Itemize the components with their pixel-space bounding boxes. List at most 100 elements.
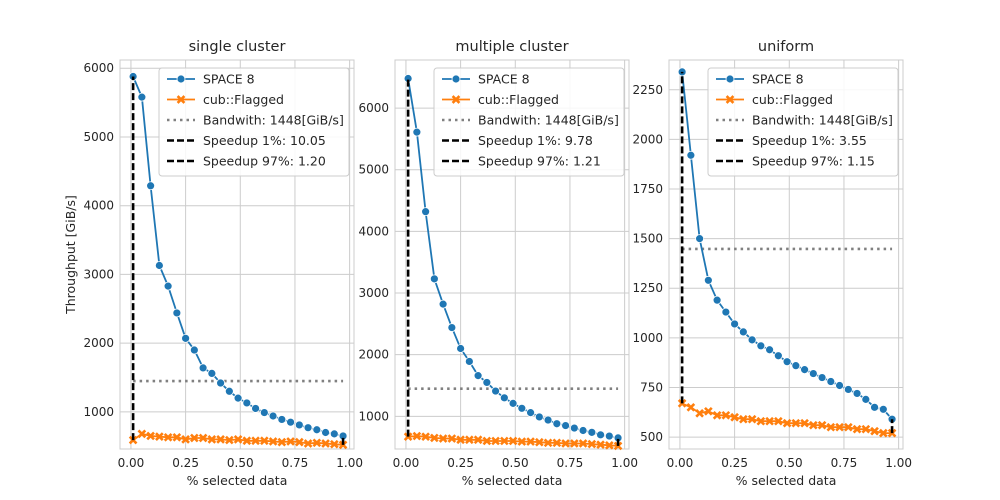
data-point xyxy=(176,74,186,84)
chart-single-cluster: 0.00 0.25 0.50 0.75 1.00 1000 2000 3000 4000 5000… xyxy=(63,39,363,488)
data-point xyxy=(464,357,474,366)
data-point xyxy=(329,429,339,439)
data-point xyxy=(412,431,422,441)
data-point xyxy=(817,420,827,430)
data-point xyxy=(456,344,466,353)
data-point xyxy=(198,363,208,373)
data-point xyxy=(852,424,862,434)
data-point xyxy=(465,435,474,445)
data-point xyxy=(817,373,827,382)
chart-title: uniform xyxy=(758,39,814,55)
data-point xyxy=(526,437,535,446)
data-point xyxy=(578,439,588,448)
data-point xyxy=(224,386,234,396)
data-point xyxy=(242,436,252,446)
legend-label: Bandwith: 1448[GiB/s] xyxy=(203,113,344,128)
data-point xyxy=(782,418,792,428)
data-point xyxy=(852,389,862,398)
data-point xyxy=(604,440,614,450)
data-point xyxy=(172,432,182,442)
data-point xyxy=(508,398,518,408)
data-point xyxy=(800,418,809,428)
data-point xyxy=(137,92,147,102)
legend-box xyxy=(707,67,899,177)
x-tick-label: 1.00 xyxy=(885,456,912,470)
data-point xyxy=(756,341,766,351)
y-tick-label: 2000 xyxy=(632,132,663,146)
legend-label: Bandwith: 1448[GiB/s] xyxy=(478,113,619,128)
y-tick-label: 2000 xyxy=(358,348,389,362)
data-point xyxy=(826,422,836,432)
data-point xyxy=(154,261,164,270)
data-point xyxy=(695,234,705,244)
x-axis-label: % selected data xyxy=(736,473,837,488)
data-point xyxy=(578,426,588,435)
data-point xyxy=(163,432,173,442)
data-point xyxy=(747,335,757,345)
data-point xyxy=(438,434,448,443)
x-tick-label: 0.25 xyxy=(721,456,748,470)
data-point xyxy=(721,307,731,317)
data-point xyxy=(451,95,461,104)
data-point xyxy=(870,402,879,412)
legend-label: SPACE 8 xyxy=(203,72,255,87)
data-point xyxy=(303,423,313,433)
data-point xyxy=(482,378,492,387)
data-point xyxy=(216,435,225,444)
chart-multiple-cluster: 0.00 0.25 0.50 0.75 1.00 1000 2000 3000 4000 5000… xyxy=(358,39,638,488)
data-point xyxy=(172,308,182,318)
x-tick-label: 0.00 xyxy=(393,456,420,470)
x-tick-label: 1.00 xyxy=(611,456,638,470)
data-layer xyxy=(403,74,623,451)
legend-label: Bandwith: 1448[GiB/s] xyxy=(752,113,893,128)
y-tick-label: 4000 xyxy=(83,199,114,213)
data-point xyxy=(447,323,457,332)
data-point xyxy=(207,368,217,378)
data-point xyxy=(137,429,147,439)
data-point xyxy=(686,150,696,160)
data-point xyxy=(421,207,431,217)
y-tick-label: 1500 xyxy=(632,232,663,246)
y-tick-label: 750 xyxy=(640,380,663,394)
data-point xyxy=(225,435,234,445)
data-point xyxy=(294,420,304,430)
data-point xyxy=(430,433,439,443)
legend-label: cub::Flagged xyxy=(478,92,559,107)
data-point xyxy=(703,275,713,285)
data-point xyxy=(259,408,269,417)
data-point xyxy=(451,74,461,84)
data-point xyxy=(268,411,278,421)
data-point xyxy=(242,398,252,408)
x-tick-label: 0.50 xyxy=(776,456,803,470)
data-point xyxy=(473,435,483,445)
data-point xyxy=(791,361,801,371)
data-point xyxy=(774,416,783,426)
data-point xyxy=(765,345,774,355)
data-point xyxy=(677,67,687,77)
data-point xyxy=(233,435,243,444)
data-point xyxy=(570,439,579,448)
data-point xyxy=(534,412,544,422)
data-point xyxy=(286,417,295,427)
data-point xyxy=(756,416,766,426)
y-tick-label: 3000 xyxy=(83,267,114,281)
data-point xyxy=(163,281,173,291)
data-point xyxy=(587,427,597,437)
data-point xyxy=(596,430,605,440)
data-point xyxy=(233,393,243,403)
data-point xyxy=(438,299,448,309)
data-point xyxy=(861,394,871,404)
data-point xyxy=(251,404,260,413)
data-point xyxy=(517,403,527,413)
x-tick-label: 1.00 xyxy=(336,456,363,470)
x-tick-label: 0.25 xyxy=(172,456,199,470)
y-tick-label: 6000 xyxy=(358,101,389,115)
x-tick-label: 0.75 xyxy=(282,456,309,470)
x-tick-label: 0.00 xyxy=(667,456,694,470)
data-point xyxy=(260,436,269,446)
data-point xyxy=(739,414,748,424)
data-point xyxy=(704,406,713,416)
